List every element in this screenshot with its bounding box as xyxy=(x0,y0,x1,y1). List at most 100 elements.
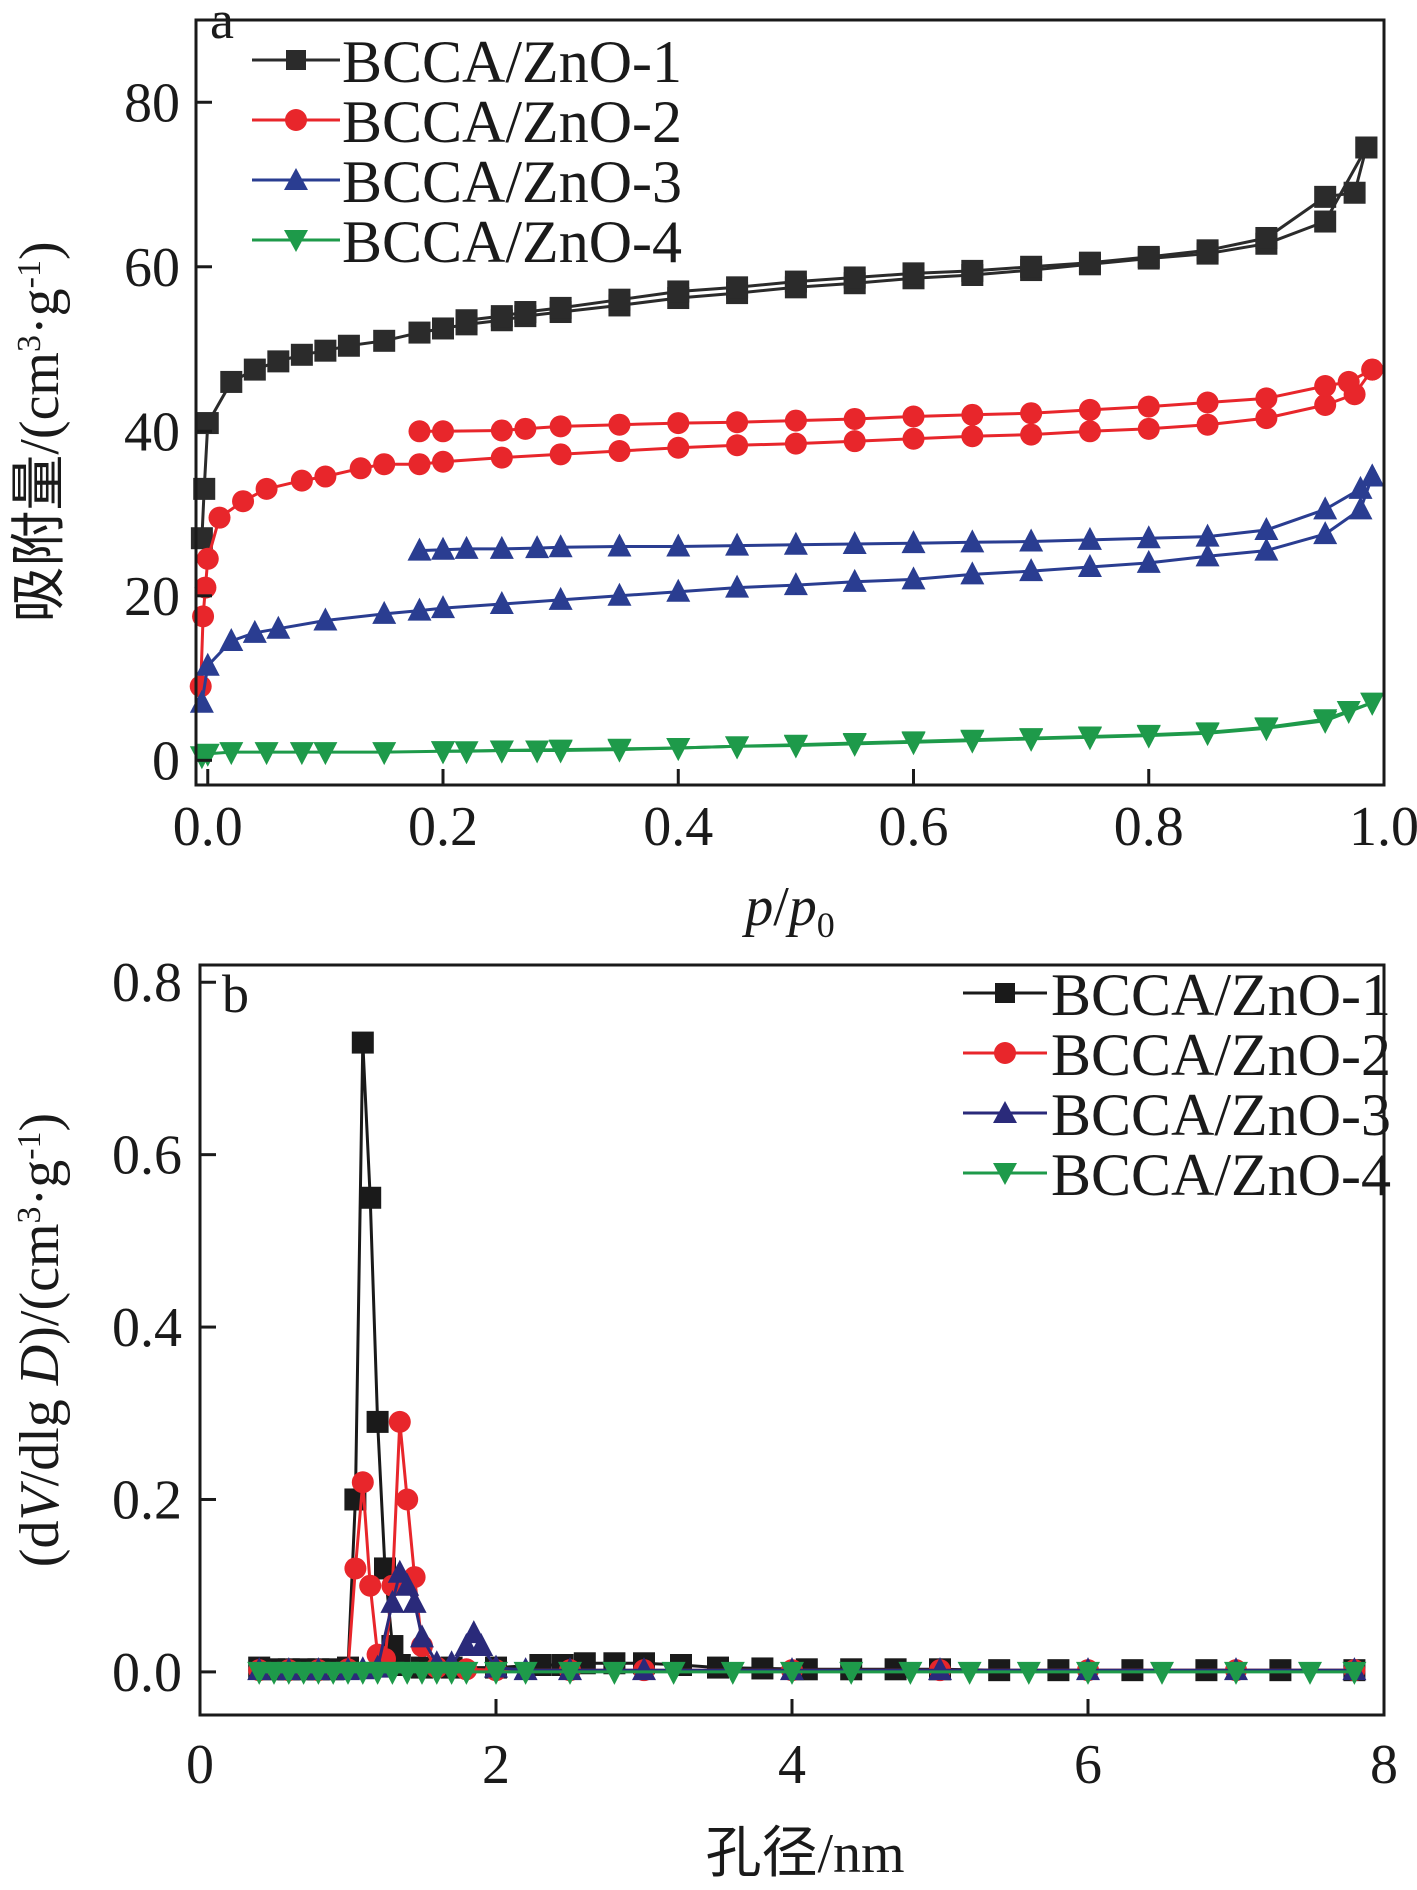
panel-a-series-1-point-2-11 xyxy=(843,266,866,289)
panel-a-series-2-point-1-22 xyxy=(961,425,984,448)
panel-a-series-3-point-1-15 xyxy=(783,572,808,596)
panel-a-series-2-point-1-25 xyxy=(1137,417,1160,440)
panel-a-series-3-point-2-1 xyxy=(1360,463,1385,487)
panel-b-series-4-point-1-25 xyxy=(957,1661,982,1685)
panel-b-y-tick-label-1: 0.2 xyxy=(112,1469,182,1531)
panel-a-legend-marker-1 xyxy=(286,50,306,70)
panel-b-ticks: 0 2 4 6 8 0.0 0.2 0.4 0.6 0.8 xyxy=(112,952,1398,1796)
panel-a-legend-marker-2 xyxy=(285,109,307,131)
panel-a-series-4-point-1-6 xyxy=(313,742,338,766)
panel-b-series-4-point-1-24 xyxy=(898,1661,923,1685)
panel-a-series-1-point-2-15 xyxy=(608,288,631,311)
panel-b-x-tick-label-1: 2 xyxy=(482,1734,510,1796)
panel-a-y-tick-label-1: 20 xyxy=(124,566,180,628)
panel-b-series-4-point-1-28 xyxy=(1150,1661,1174,1685)
panel-a-series-2-point-2-9 xyxy=(961,403,984,426)
panel-a-series-2-point-1-9 xyxy=(314,465,337,488)
panel-a-series-3-point-2-5 xyxy=(1195,523,1220,547)
panel-a-series-3-point-1-5 xyxy=(266,615,291,639)
panel-b-legend-marker-4 xyxy=(993,1163,1017,1185)
panel-b-series-1-point-1-10 xyxy=(359,1186,382,1209)
panel-a-series-2-point-1-13 xyxy=(432,450,455,473)
panel-a-series-4-point-2-13 xyxy=(725,736,750,760)
panel-a-series-2-point-2-12 xyxy=(784,409,807,432)
panel-a-series-2-point-2-6 xyxy=(1137,395,1160,418)
panel-b-series-2-point-1-6 xyxy=(351,1471,374,1494)
panel-b-y-tick-label-0: 0.0 xyxy=(112,1642,182,1704)
panel-a-series-2-point-1-6 xyxy=(232,490,255,513)
panel-a-series-3-point-2-6 xyxy=(1136,525,1161,549)
panel-b-series-4-point-1-29 xyxy=(1224,1661,1248,1685)
panel-a-series-2-point-1-12 xyxy=(408,453,431,476)
panel-a-series-1-point-1-8 xyxy=(314,339,337,362)
panel-a-series-2-point-2-20 xyxy=(408,420,431,443)
panel-a-series-2-point-2-3 xyxy=(1314,375,1337,398)
panel-a-ticks: 0.0 0.2 0.4 0.6 0.8 1.0 0 20 40 60 80 xyxy=(124,72,1417,858)
panel-a-series-2-point-1-11 xyxy=(373,453,396,476)
panel-a-series-1-point-1-10 xyxy=(373,329,396,352)
panel-b-series-4 xyxy=(247,1661,1367,1685)
panel-a-series-4-point-1-7 xyxy=(372,742,397,766)
panel-a-x-tick-label-1: 0.2 xyxy=(408,796,478,858)
panel-a-legend-text-1: BCCA/ZnO-1 xyxy=(342,29,682,95)
panel-a-series-1-point-1-3 xyxy=(196,412,219,435)
panel-a-series-4 xyxy=(189,692,1385,770)
panel-a-series-2-point-1-5 xyxy=(208,506,231,529)
panel-a-legend-item-1: BCCA/ZnO-1 xyxy=(252,29,682,95)
panel-a-series-1-point-2-10 xyxy=(902,262,925,285)
panel-a-series-3-point-1-8 xyxy=(407,597,432,621)
panel-a-series-3-point-2-8 xyxy=(1019,528,1044,552)
panel-a-series-2-point-1-3 xyxy=(194,576,217,599)
panel-a-series-2-point-1-4 xyxy=(196,547,219,570)
panel-a-legend-item-3: BCCA/ZnO-3 xyxy=(252,149,682,215)
panel-b-series-2-point-1-12 xyxy=(396,1488,419,1511)
panel-b-series-1-point-1-11 xyxy=(366,1410,389,1433)
panel-a-series-4-point-2-9 xyxy=(960,729,985,753)
panel-a-series-2-point-1-17 xyxy=(667,436,690,459)
panel-b-x-tick-label-4: 8 xyxy=(1370,1734,1398,1796)
panel-a-y-tick-label-4: 80 xyxy=(124,72,180,134)
panel-b-legend-text-3: BCCA/ZnO-3 xyxy=(1051,1082,1391,1148)
panel-a-series-4-point-2-11 xyxy=(842,733,867,757)
panel-a-series-3-point-1-12 xyxy=(607,582,632,606)
panel-a-series-2-point-2-10 xyxy=(902,405,925,428)
panel-a-series-3-point-1-19 xyxy=(1019,558,1044,582)
panel-b-x-tick-label-3: 6 xyxy=(1074,1734,1102,1796)
panel-a-series-1-point-1-11 xyxy=(408,321,431,344)
panel-a-series-3-point-2-2 xyxy=(1348,475,1373,499)
panel-a-series-2 xyxy=(189,358,1384,698)
panel-b-legend-text-1: BCCA/ZnO-1 xyxy=(1051,962,1391,1028)
panel-a-series-4-point-2-3 xyxy=(1313,709,1338,733)
panel-a-series-3-point-2-4 xyxy=(1254,517,1279,540)
panel-a-series-1-point-2-14 xyxy=(667,280,690,303)
panel-a-series-2-point-2-17 xyxy=(514,417,537,440)
panel-b-series-4-point-1-18 xyxy=(558,1661,582,1685)
panel-a-series-1-point-2-9 xyxy=(961,259,984,282)
panel-b-legend-item-3: BCCA/ZnO-3 xyxy=(963,1082,1391,1148)
panel-a-series-2-point-1-24 xyxy=(1078,420,1101,443)
panel-a-series-3-point-1-17 xyxy=(901,566,926,590)
panel-a-y-axis-title: 吸附量/(cm3·g-1) xyxy=(9,241,71,622)
panel-b-x-tick-label-0: 0 xyxy=(186,1734,214,1796)
panel-a-series-1-point-2-17 xyxy=(514,301,537,324)
panel-b-series-4-point-1-31 xyxy=(1342,1661,1367,1685)
panel-a-x-tick-label-0: 0.0 xyxy=(173,796,243,858)
panel-a-series-2-point-2-1 xyxy=(1361,358,1384,381)
panel-a-series-4-point-2-17 xyxy=(489,740,514,764)
panel-a-series-3-point-1-7 xyxy=(372,600,397,624)
panel-b-series-4-point-1-16 xyxy=(484,1661,508,1685)
panel-a-series-2-point-1-26 xyxy=(1196,413,1219,436)
panel-a-series-3-point-1-2 xyxy=(195,652,220,676)
panel-a-series-3-point-1-6 xyxy=(313,607,338,631)
panel-b-legend-item-2: BCCA/ZnO-2 xyxy=(963,1022,1391,1088)
panel-b-series-3-point-1-9 xyxy=(395,1572,420,1596)
panel-a-series-3-point-1-24 xyxy=(1313,521,1338,545)
panel-a-series-3-point-1-4 xyxy=(242,619,267,643)
panel-b-legend-marker-1 xyxy=(995,983,1015,1003)
panel-a-series-1-point-2-13 xyxy=(726,276,749,299)
panel-a-series-1-point-2-16 xyxy=(549,296,572,319)
panel-a-legend: BCCA/ZnO-1 BCCA/ZnO-2 BCCA/ZnO-3 BCCA/Zn… xyxy=(252,29,682,275)
panel-a-series-4-point-2-1 xyxy=(1360,692,1385,716)
panel-a-series-3-point-1-11 xyxy=(548,586,573,610)
panel-b-legend: BCCA/ZnO-1 BCCA/ZnO-2 BCCA/ZnO-3 BCCA/Zn… xyxy=(963,962,1391,1208)
